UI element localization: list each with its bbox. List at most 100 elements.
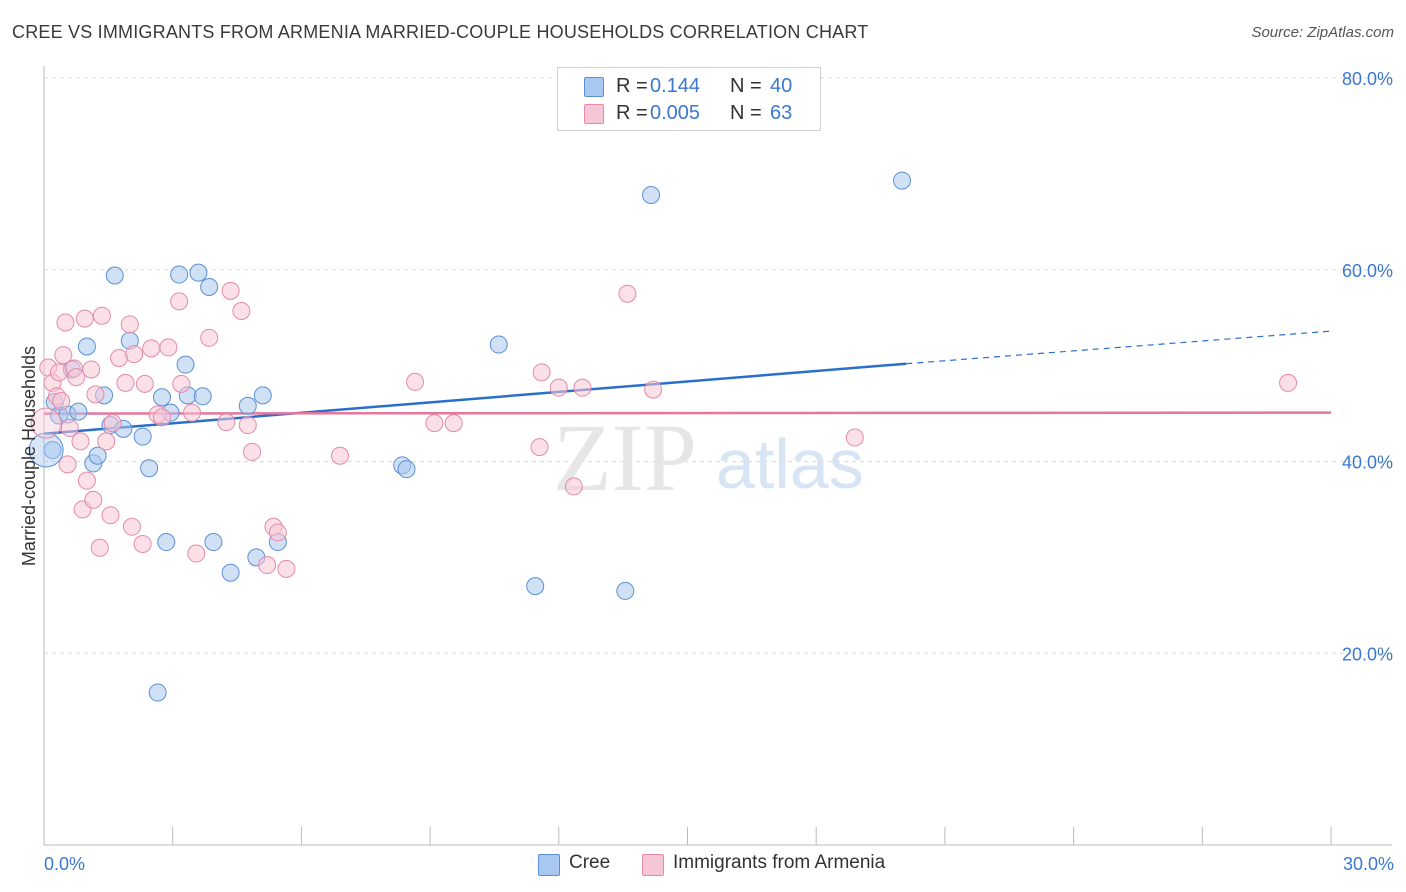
point-armenia — [243, 442, 262, 461]
point-cree — [616, 581, 635, 600]
y-tick-label: 60.0% — [1342, 261, 1393, 281]
point-armenia — [200, 328, 219, 347]
watermark: ZIP atlas — [553, 404, 864, 511]
point-armenia — [172, 374, 191, 393]
point-armenia — [58, 455, 77, 474]
point-cree — [69, 402, 88, 421]
point-armenia — [84, 490, 103, 509]
point-cree — [189, 263, 208, 282]
point-armenia — [331, 446, 350, 465]
point-armenia — [549, 378, 568, 397]
y-tick-label: 20.0% — [1342, 644, 1393, 664]
legend-row-armenia: R = 0.005 N = 63 — [558, 101, 820, 127]
y-tick-label: 40.0% — [1342, 453, 1393, 473]
point-armenia — [564, 477, 583, 496]
point-cree — [200, 278, 219, 297]
point-armenia — [101, 506, 120, 525]
point-armenia — [573, 378, 592, 397]
point-armenia — [97, 432, 116, 451]
x-tick-label: 30.0% — [1343, 854, 1394, 874]
point-cree — [43, 440, 62, 459]
point-armenia — [116, 373, 135, 392]
chart-title: CREE VS IMMIGRANTS FROM ARMENIA MARRIED-… — [12, 22, 869, 42]
trend-line-cree — [43, 362, 907, 435]
point-armenia — [103, 414, 122, 433]
point-armenia — [406, 372, 425, 391]
point-cree — [204, 533, 223, 552]
point-armenia — [60, 418, 79, 437]
point-armenia — [133, 534, 152, 553]
point-armenia — [532, 363, 551, 382]
x-tick-label: 0.0% — [44, 854, 85, 874]
legend-n-label: N = — [730, 102, 762, 124]
point-armenia — [67, 368, 86, 387]
point-cree — [642, 185, 661, 204]
point-armenia — [90, 538, 109, 557]
series-label-armenia: Immigrants from Armenia — [673, 852, 886, 873]
legend-n-value: 40 — [770, 75, 793, 97]
legend-row-cree: R = 0.144 N = 40 — [558, 74, 820, 100]
point-armenia — [232, 301, 251, 320]
point-armenia — [110, 348, 129, 367]
point-armenia — [221, 281, 240, 300]
trend-line-armenia — [43, 411, 1332, 415]
trend-line-cree-projection — [906, 330, 1332, 365]
point-armenia — [618, 284, 637, 303]
y-axis-label: Married-couple Households — [19, 346, 39, 566]
point-armenia — [135, 374, 154, 393]
point-armenia — [530, 438, 549, 457]
point-armenia — [425, 414, 444, 433]
point-armenia — [644, 380, 663, 399]
point-armenia — [77, 471, 96, 490]
point-armenia — [152, 408, 171, 427]
legend-n-label: N = — [730, 75, 762, 97]
series-label-cree: Cree — [569, 852, 611, 873]
point-armenia — [183, 403, 202, 422]
axes — [43, 66, 1392, 846]
correlation-legend: R = 0.144 N = 40 R = 0.005 N = 63 — [557, 67, 821, 131]
point-armenia — [170, 292, 189, 311]
legend-r-value: 0.144 — [650, 75, 701, 97]
point-armenia — [50, 363, 69, 382]
legend-n-value: 63 — [770, 102, 793, 124]
watermark-atlas: atlas — [716, 425, 864, 503]
data-points — [28, 171, 1298, 702]
point-armenia — [82, 360, 101, 379]
point-cree — [88, 446, 107, 465]
y-tick-label: 80.0% — [1342, 69, 1393, 89]
point-armenia — [54, 346, 73, 365]
point-armenia — [277, 559, 296, 578]
point-cree — [77, 337, 96, 356]
point-cree — [133, 427, 152, 446]
point-armenia — [217, 413, 236, 432]
trend-lines — [43, 330, 1332, 435]
point-cree — [152, 388, 171, 407]
series-swatch-cree — [538, 854, 560, 876]
point-armenia — [1279, 373, 1298, 392]
legend-r-value: 0.005 — [650, 102, 701, 124]
point-cree — [105, 266, 124, 285]
point-cree — [489, 335, 508, 354]
point-cree — [170, 265, 189, 284]
point-armenia — [86, 385, 105, 404]
point-cree — [157, 533, 176, 552]
point-cree — [221, 563, 240, 582]
point-armenia — [122, 517, 141, 536]
point-cree — [253, 386, 272, 405]
point-armenia — [187, 544, 206, 563]
point-armenia — [120, 315, 139, 334]
point-armenia — [238, 416, 257, 435]
point-armenia — [142, 339, 161, 358]
point-cree — [193, 387, 212, 406]
point-cree — [140, 459, 159, 478]
axis-labels: 20.0% 40.0% 60.0% 80.0% 0.0% 30.0% Married-cou… — [19, 69, 1394, 874]
point-armenia — [92, 306, 111, 325]
legend-r-label: R = — [616, 75, 648, 97]
point-cree — [526, 577, 545, 596]
legend-r-label: R = — [616, 102, 648, 124]
point-cree — [893, 171, 911, 190]
point-armenia — [75, 309, 94, 328]
legend-swatch-cree — [584, 77, 604, 97]
point-cree — [176, 355, 195, 374]
